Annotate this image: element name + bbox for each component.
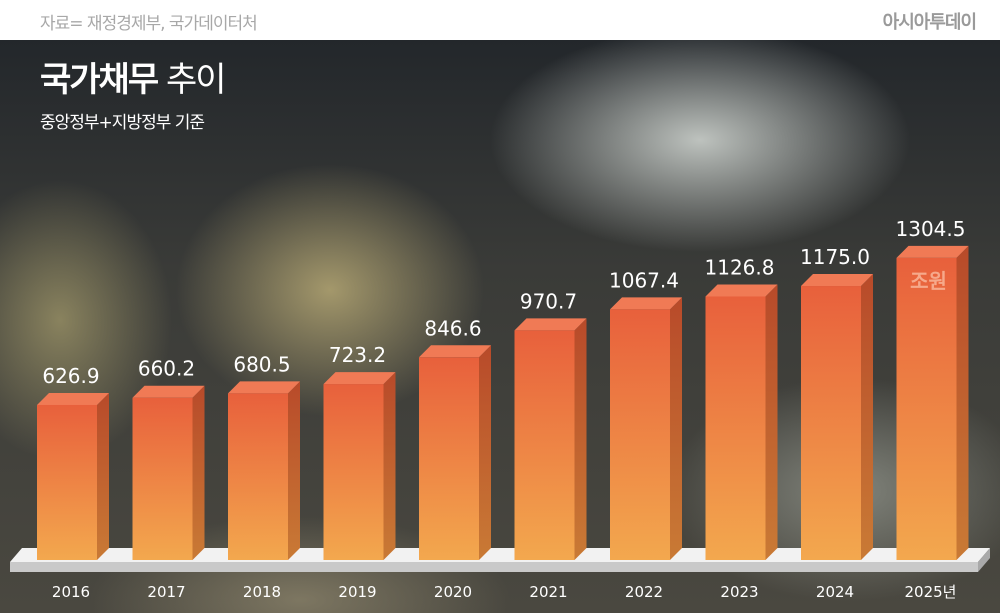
- publisher-logo: 아시아투데이: [882, 12, 977, 33]
- bar-front: [610, 309, 670, 560]
- bar-front: [37, 404, 97, 560]
- bar-top: [514, 318, 587, 331]
- unit-label: 조원: [910, 269, 947, 293]
- bar-side: [765, 284, 778, 560]
- bar-2022: 1067.4 2022: [609, 268, 682, 601]
- bar-side: [670, 297, 682, 560]
- bar-top: [610, 297, 682, 310]
- title-light: 추이: [165, 60, 227, 100]
- bar-front: [419, 357, 479, 560]
- x-tick-label: 2019: [338, 583, 376, 601]
- chart-title: 국가채무 추이: [40, 52, 227, 101]
- bar-front: [705, 296, 766, 560]
- x-tick-label: 2016: [52, 583, 90, 601]
- data-label: 1175.0: [800, 245, 870, 269]
- data-label: 723.2: [329, 343, 386, 367]
- bar-front: [801, 286, 861, 560]
- bar-2021: 970.7 2021: [514, 289, 587, 601]
- bar-side: [956, 245, 969, 560]
- bar-front: [896, 257, 957, 560]
- bar-top: [896, 245, 969, 258]
- bar-side: [383, 372, 396, 560]
- data-label: 1126.8: [705, 255, 775, 279]
- bar-2024: 1175.0 2024: [800, 245, 873, 601]
- bar-top: [228, 381, 300, 394]
- bar-2023: 1126.8 2023: [705, 255, 778, 601]
- x-tick-label: 2022: [625, 583, 663, 601]
- x-tick-label: 2024: [816, 583, 854, 601]
- x-tick-label: 2023: [720, 583, 758, 601]
- x-tick-label: 2025년: [905, 583, 957, 601]
- bar-2020: 846.6 2020: [419, 316, 491, 601]
- top-bar: 자료= 재정경제부, 국가데이터처 아시아투데이: [0, 0, 1000, 40]
- x-tick-label: 2020: [434, 583, 472, 601]
- bar-top: [37, 392, 109, 405]
- bar-front: [323, 384, 384, 560]
- bar-side: [861, 274, 873, 560]
- bar-top: [801, 274, 873, 287]
- bar-2017: 660.2 2017: [132, 357, 205, 601]
- bar-2018: 680.5 2018: [228, 352, 300, 601]
- x-tick-label: 2017: [147, 583, 185, 601]
- data-label: 680.5: [233, 352, 290, 376]
- source-note: 자료= 재정경제부, 국가데이터처: [40, 14, 258, 34]
- bar-front: [132, 397, 193, 560]
- data-label: 660.2: [138, 357, 195, 381]
- x-tick-label: 2021: [529, 583, 567, 601]
- title-bold: 국가채무: [40, 60, 159, 100]
- bar-side: [479, 345, 491, 560]
- data-label: 626.9: [42, 364, 99, 388]
- bar-2025년: 1304.5 2025년 조원: [896, 217, 969, 601]
- bar-front: [228, 393, 288, 560]
- bar-top: [323, 372, 396, 385]
- data-label: 1067.4: [609, 268, 679, 292]
- bar-2016: 626.9 2016: [37, 364, 109, 601]
- bar-side: [288, 381, 300, 560]
- chart-subtitle: 중앙정부+지방정부 기준: [40, 113, 205, 133]
- data-label: 846.6: [424, 316, 481, 340]
- bar-front: [514, 330, 575, 560]
- data-label: 970.7: [520, 289, 577, 313]
- bar-side: [192, 385, 205, 560]
- bar-top: [705, 284, 778, 297]
- data-label: 1304.5: [896, 217, 966, 241]
- bar-side: [574, 318, 587, 560]
- bar-top: [419, 345, 491, 358]
- bar-side: [97, 392, 109, 560]
- x-tick-label: 2018: [243, 583, 281, 601]
- bar-top: [132, 385, 205, 398]
- bar-2019: 723.2 2019: [323, 343, 396, 601]
